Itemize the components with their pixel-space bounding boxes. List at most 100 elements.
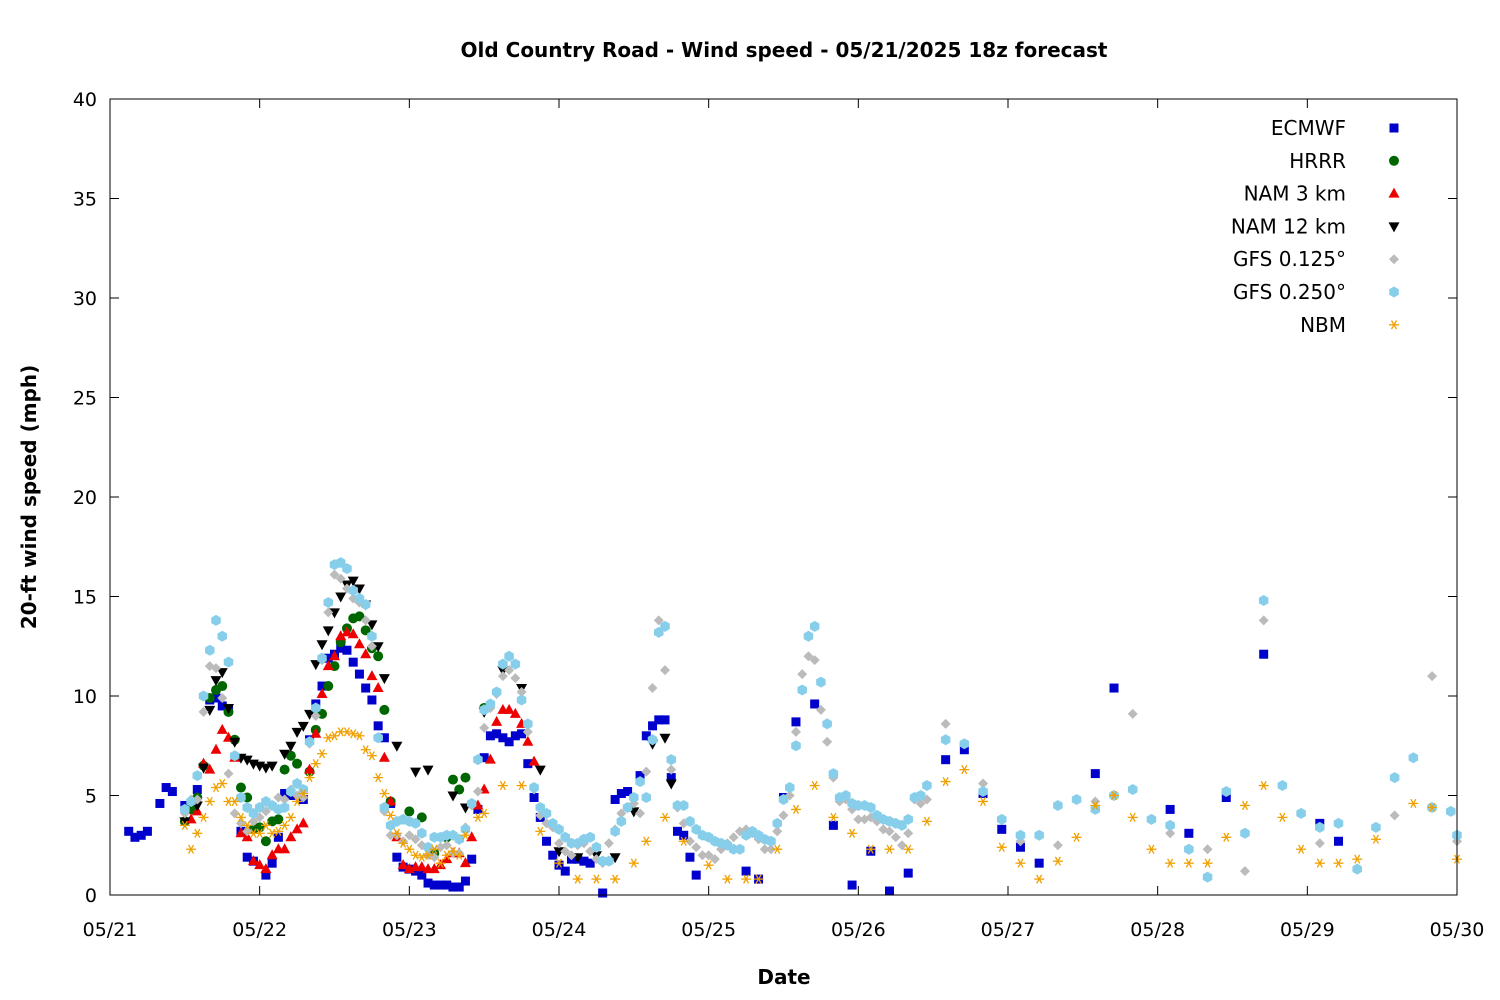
data-point xyxy=(348,657,358,667)
data-point xyxy=(410,834,421,845)
data-point xyxy=(915,790,926,801)
data-point xyxy=(460,830,471,840)
data-point xyxy=(124,826,134,836)
data-point xyxy=(1258,615,1269,626)
data-point xyxy=(678,799,689,811)
data-point xyxy=(1090,800,1101,811)
legend-label: HRRR xyxy=(1289,149,1346,173)
data-point xyxy=(311,702,321,714)
data-point xyxy=(516,687,527,698)
data-point xyxy=(542,836,552,846)
data-point xyxy=(429,844,440,854)
data-point xyxy=(254,828,265,838)
data-point xyxy=(778,810,789,821)
data-point xyxy=(247,855,259,866)
data-point xyxy=(279,820,290,830)
data-point xyxy=(660,665,671,676)
data-point xyxy=(610,794,620,804)
data-point xyxy=(378,674,390,685)
data-point xyxy=(741,874,752,884)
data-point xyxy=(959,765,970,775)
data-point xyxy=(1053,799,1063,811)
data-point xyxy=(423,850,434,860)
data-point xyxy=(423,841,433,853)
data-point xyxy=(915,798,926,809)
data-point xyxy=(585,831,595,843)
data-point xyxy=(454,850,465,860)
data-point xyxy=(254,812,265,823)
data-point xyxy=(216,723,228,734)
series-nam-3-km xyxy=(185,626,540,874)
data-point xyxy=(497,671,508,682)
data-point xyxy=(441,840,452,851)
data-point xyxy=(192,785,202,795)
data-point xyxy=(373,732,383,744)
data-point xyxy=(997,824,1007,834)
data-point xyxy=(378,751,390,762)
data-point xyxy=(372,682,384,693)
data-point xyxy=(1127,812,1138,823)
data-point xyxy=(510,673,521,684)
x-tick-label: 05/28 xyxy=(1130,919,1185,941)
data-point xyxy=(472,786,483,797)
y-tick-label: 30 xyxy=(73,288,97,310)
data-point xyxy=(1165,828,1176,839)
data-point xyxy=(217,681,228,692)
data-point xyxy=(903,844,914,854)
data-point xyxy=(198,763,210,774)
data-point xyxy=(896,840,907,851)
data-point xyxy=(1165,858,1176,868)
data-point xyxy=(703,850,714,861)
data-point xyxy=(691,842,702,853)
data-point xyxy=(198,690,209,702)
legend-label: NBM xyxy=(1300,313,1346,337)
data-point xyxy=(1127,784,1138,796)
data-point xyxy=(179,820,190,830)
data-point xyxy=(297,817,309,828)
data-point xyxy=(317,681,327,691)
data-point xyxy=(648,721,658,731)
data-point xyxy=(235,782,246,793)
data-point xyxy=(1371,821,1381,833)
data-point xyxy=(660,620,670,632)
data-point xyxy=(323,596,334,608)
data-point xyxy=(298,788,309,799)
data-point xyxy=(336,643,346,653)
data-point xyxy=(454,882,464,892)
data-point xyxy=(435,858,446,868)
data-point xyxy=(685,815,695,827)
data-point xyxy=(211,663,222,674)
data-point xyxy=(1221,786,1232,798)
data-point xyxy=(1071,793,1082,805)
data-point xyxy=(865,844,876,854)
data-point xyxy=(810,699,820,709)
data-point xyxy=(361,683,371,693)
data-point xyxy=(222,703,234,714)
data-point xyxy=(353,638,365,649)
data-point xyxy=(204,705,216,716)
data-point xyxy=(659,733,671,744)
data-point xyxy=(1408,752,1419,764)
data-point xyxy=(310,710,321,721)
data-point xyxy=(316,640,328,651)
data-point xyxy=(260,836,271,847)
data-point xyxy=(1109,790,1120,801)
data-point xyxy=(366,751,377,761)
data-point xyxy=(342,563,352,575)
data-point xyxy=(229,796,240,807)
x-tick-label: 05/26 xyxy=(831,919,886,941)
data-point xyxy=(242,852,252,862)
data-point xyxy=(267,858,277,868)
data-point xyxy=(428,863,440,874)
data-point xyxy=(554,823,564,835)
data-point xyxy=(260,820,271,830)
data-point xyxy=(1184,828,1194,838)
data-point xyxy=(529,792,539,802)
legend-marker xyxy=(1389,286,1399,298)
data-point xyxy=(373,721,383,731)
data-point xyxy=(217,701,227,711)
data-point xyxy=(248,816,259,827)
data-point xyxy=(279,749,291,760)
data-point xyxy=(628,858,639,868)
